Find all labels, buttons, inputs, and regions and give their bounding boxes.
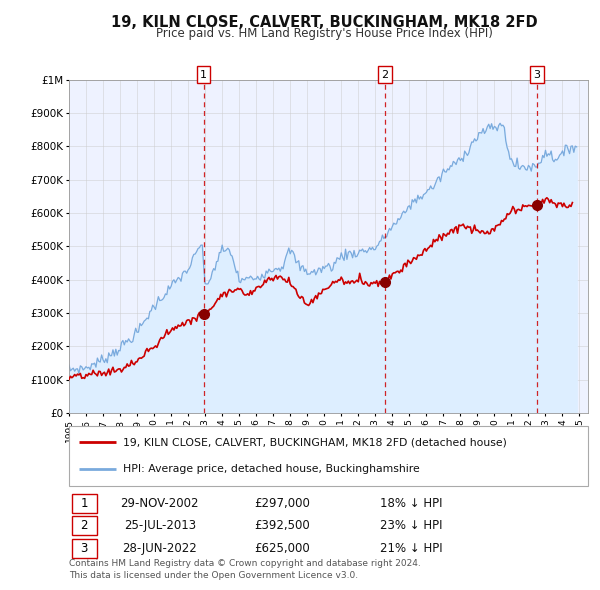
- FancyBboxPatch shape: [71, 539, 97, 558]
- Text: 19, KILN CLOSE, CALVERT, BUCKINGHAM, MK18 2FD: 19, KILN CLOSE, CALVERT, BUCKINGHAM, MK1…: [110, 15, 538, 30]
- Text: 28-JUN-2022: 28-JUN-2022: [122, 542, 197, 555]
- FancyBboxPatch shape: [69, 426, 588, 486]
- Text: Contains HM Land Registry data © Crown copyright and database right 2024.
This d: Contains HM Land Registry data © Crown c…: [69, 559, 421, 579]
- Text: 21% ↓ HPI: 21% ↓ HPI: [380, 542, 443, 555]
- Text: 3: 3: [533, 70, 540, 80]
- Text: 29-NOV-2002: 29-NOV-2002: [121, 497, 199, 510]
- Text: £297,000: £297,000: [254, 497, 310, 510]
- Text: 2: 2: [381, 70, 388, 80]
- Text: 1: 1: [80, 497, 88, 510]
- Text: 1: 1: [200, 70, 207, 80]
- Text: £392,500: £392,500: [254, 519, 310, 532]
- FancyBboxPatch shape: [71, 494, 97, 513]
- FancyBboxPatch shape: [71, 516, 97, 535]
- Text: £625,000: £625,000: [254, 542, 310, 555]
- Text: 25-JUL-2013: 25-JUL-2013: [124, 519, 196, 532]
- Text: 2: 2: [80, 519, 88, 532]
- Text: 19, KILN CLOSE, CALVERT, BUCKINGHAM, MK18 2FD (detached house): 19, KILN CLOSE, CALVERT, BUCKINGHAM, MK1…: [124, 437, 508, 447]
- Text: HPI: Average price, detached house, Buckinghamshire: HPI: Average price, detached house, Buck…: [124, 464, 420, 474]
- Text: 23% ↓ HPI: 23% ↓ HPI: [380, 519, 443, 532]
- Text: 18% ↓ HPI: 18% ↓ HPI: [380, 497, 443, 510]
- Text: Price paid vs. HM Land Registry's House Price Index (HPI): Price paid vs. HM Land Registry's House …: [155, 27, 493, 40]
- Text: 3: 3: [80, 542, 88, 555]
